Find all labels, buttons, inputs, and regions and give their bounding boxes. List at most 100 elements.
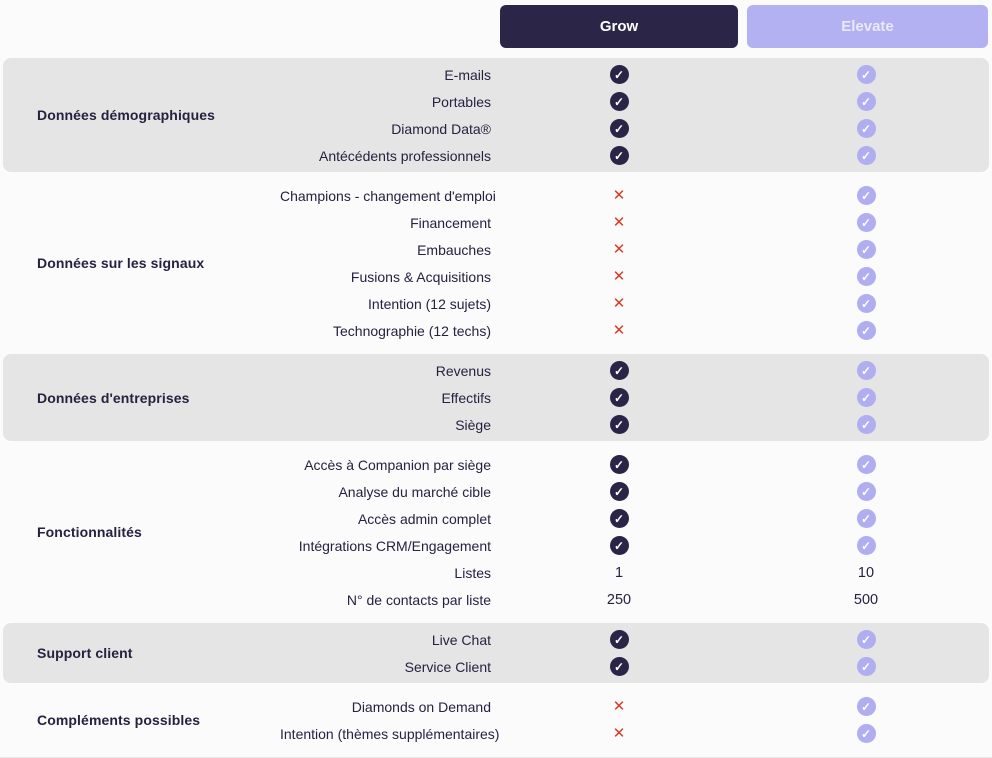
- feature-label: Revenus: [435, 362, 491, 379]
- grow-cell: ✕: [491, 269, 747, 284]
- grow-cell: ✓: [491, 509, 747, 528]
- feature-label: Live Chat: [431, 631, 491, 648]
- elevate-check-icon: ✓: [856, 294, 876, 313]
- elevate-check-icon: ✓: [856, 321, 876, 340]
- grow-check-icon: ✓: [609, 415, 629, 434]
- category-label: Données d'entreprises: [37, 389, 190, 406]
- section-donnees-demographiques: Données démographiques E-mails ✓ ✓ Portables…: [3, 58, 989, 172]
- grow-cell: 250: [491, 592, 747, 608]
- grow-value: 250: [606, 591, 632, 608]
- plan-button-grow[interactable]: Grow: [500, 5, 738, 48]
- category-label: Compléments possibles: [37, 712, 201, 728]
- grow-value: 1: [614, 564, 624, 581]
- grow-check-icon: ✓: [609, 536, 629, 555]
- grow-cell: ✓: [491, 119, 747, 138]
- grow-cell: 1: [491, 565, 747, 581]
- grow-cell: ✓: [491, 657, 747, 676]
- feature-label: Intégrations CRM/Engagement: [298, 537, 491, 554]
- elevate-cell: 500: [747, 592, 985, 608]
- elevate-check-icon: ✓: [856, 482, 876, 501]
- grow-cell: ✓: [491, 361, 747, 380]
- feature-label: Financement: [410, 214, 491, 231]
- elevate-cell: ✓: [747, 146, 985, 165]
- table-row: Champions - changement d'emploi ✕ ✓: [280, 182, 989, 209]
- elevate-cell: ✓: [747, 361, 985, 380]
- grow-check-icon: ✓: [609, 657, 629, 676]
- feature-label: Listes: [454, 564, 491, 581]
- section-rows: Accès à Companion par siège ✓ ✓ Analyse du …: [280, 451, 989, 613]
- feature-label: Accès à Companion par siège: [304, 456, 491, 473]
- table-row: Service Client ✓ ✓: [280, 653, 989, 680]
- elevate-check-icon: ✓: [856, 630, 876, 649]
- table-row: Diamonds on Demand ✕ ✓: [280, 693, 989, 720]
- elevate-cell: ✓: [747, 455, 985, 474]
- elevate-check-icon: ✓: [856, 186, 876, 205]
- grow-cross-icon: ✕: [612, 187, 626, 204]
- category-label: Données démographiques: [37, 107, 216, 123]
- elevate-check-icon: ✓: [856, 92, 876, 111]
- elevate-value: 500: [853, 591, 879, 608]
- grow-check-icon: ✓: [609, 630, 629, 649]
- table-row: E-mails ✓ ✓: [280, 61, 989, 88]
- table-row: Diamond Data® ✓ ✓: [280, 115, 989, 142]
- elevate-cell: ✓: [747, 509, 985, 528]
- grow-check-icon: ✓: [609, 92, 629, 111]
- elevate-cell: ✓: [747, 267, 985, 286]
- grow-cross-icon: ✕: [612, 241, 626, 258]
- feature-label: Embauches: [417, 241, 491, 258]
- table-row: Intention (thèmes supplémentaires) ✕ ✓: [280, 720, 989, 747]
- grow-cell: ✓: [491, 65, 747, 84]
- feature-label: Diamond Data®: [391, 120, 491, 137]
- grow-check-icon: ✓: [609, 388, 629, 407]
- grow-check-icon: ✓: [609, 509, 629, 528]
- table-row: Financement ✕ ✓: [280, 209, 989, 236]
- grow-cell: ✓: [491, 536, 747, 555]
- elevate-check-icon: ✓: [856, 146, 876, 165]
- elevate-cell: ✓: [747, 186, 985, 205]
- section-fonctionnalites: Fonctionnalités Accès à Companion par siè…: [3, 441, 989, 623]
- table-row: N° de contacts par liste 250 500: [280, 586, 989, 613]
- table-row: Intention (12 sujets) ✕ ✓: [280, 290, 989, 317]
- elevate-cell: 10: [747, 565, 985, 581]
- grow-cross-icon: ✕: [612, 295, 626, 312]
- table-row: Listes 1 10: [280, 559, 989, 586]
- grow-cell: ✕: [491, 242, 747, 257]
- table-row: Technographie (12 techs) ✕ ✓: [280, 317, 989, 344]
- grow-check-icon: ✓: [609, 455, 629, 474]
- feature-label: Fusions & Acquisitions: [350, 268, 491, 285]
- elevate-check-icon: ✓: [856, 65, 876, 84]
- grow-cell: ✕: [491, 188, 747, 203]
- grow-cell: ✓: [491, 415, 747, 434]
- grow-cell: ✕: [491, 215, 747, 230]
- category-label: Fonctionnalités: [37, 524, 142, 540]
- category-label: Données sur les signaux: [37, 255, 205, 271]
- feature-label: Intention (thèmes supplémentaires): [280, 725, 500, 742]
- elevate-cell: ✓: [747, 697, 985, 716]
- elevate-check-icon: ✓: [856, 388, 876, 407]
- table-row: Siège ✓ ✓: [280, 411, 989, 438]
- grow-cell: ✓: [491, 482, 747, 501]
- elevate-cell: ✓: [747, 388, 985, 407]
- grow-cross-icon: ✕: [612, 725, 626, 742]
- section-rows: E-mails ✓ ✓ Portables ✓ ✓ Diamond Data® ✓ ✓ Antéc…: [280, 61, 989, 169]
- grow-cell: ✕: [491, 726, 747, 741]
- grow-cell: ✓: [491, 388, 747, 407]
- feature-label: Siège: [455, 416, 491, 433]
- grow-cross-icon: ✕: [612, 322, 626, 339]
- section-rows: Champions - changement d'emploi ✕ ✓ Finance…: [280, 182, 989, 344]
- elevate-cell: ✓: [747, 213, 985, 232]
- elevate-cell: ✓: [747, 240, 985, 259]
- elevate-cell: ✓: [747, 294, 985, 313]
- elevate-check-icon: ✓: [856, 415, 876, 434]
- table-row: Embauches ✕ ✓: [280, 236, 989, 263]
- section-support-client: Support client Live Chat ✓ ✓ Service Client ✓…: [3, 623, 989, 683]
- feature-label: Diamonds on Demand: [351, 698, 491, 715]
- table-row: Accès à Companion par siège ✓ ✓: [280, 451, 989, 478]
- section-rows: Revenus ✓ ✓ Effectifs ✓ ✓ Siège ✓ ✓: [280, 357, 989, 438]
- table-row: Fusions & Acquisitions ✕ ✓: [280, 263, 989, 290]
- grow-check-icon: ✓: [609, 482, 629, 501]
- grow-cross-icon: ✕: [612, 698, 626, 715]
- elevate-cell: ✓: [747, 415, 985, 434]
- plan-button-elevate[interactable]: Elevate: [747, 5, 988, 48]
